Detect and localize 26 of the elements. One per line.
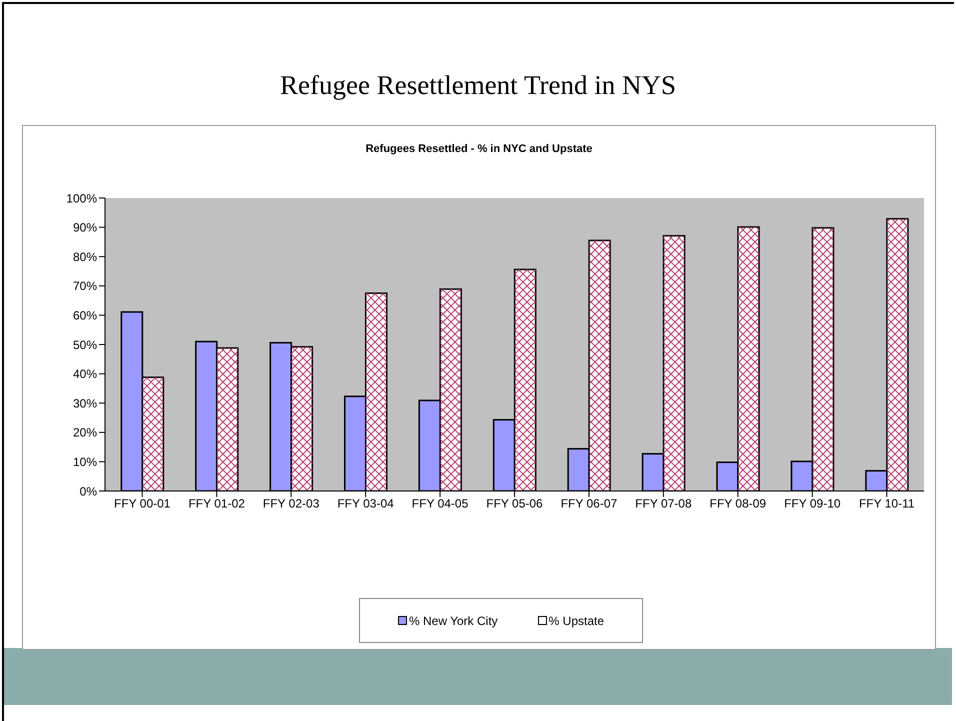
y-tick-label: 60% bbox=[72, 308, 98, 322]
x-tick-label: FFY 00-01 bbox=[114, 496, 171, 511]
chart-subtitle: Refugees Resettled - % in NYC and Upstate bbox=[364, 143, 594, 155]
x-tick-label: FFY 06-07 bbox=[560, 496, 618, 511]
x-tick-label: FFY 07-08 bbox=[635, 496, 692, 511]
x-tick-label: FFY 03-04 bbox=[337, 496, 394, 511]
y-tick-label: 10% bbox=[72, 454, 98, 469]
x-tick-label: FFY 05-06 bbox=[486, 496, 544, 511]
x-tick-label: FFY 08-09 bbox=[710, 496, 766, 511]
legend-label: % New York City bbox=[408, 614, 498, 628]
x-tick-label: FFY 09-10 bbox=[784, 496, 841, 511]
legend-label: % Upstate bbox=[548, 614, 604, 628]
y-tick-label: 20% bbox=[72, 426, 98, 440]
chart-title: Refugee Resettlement Trend in NYS bbox=[279, 70, 677, 101]
x-tick-label: FFY 04-05 bbox=[412, 496, 469, 511]
y-tick-label: 70% bbox=[72, 279, 98, 294]
y-tick-label: 50% bbox=[72, 338, 98, 352]
y-tick-label: 40% bbox=[72, 367, 98, 382]
x-tick-label: FFY 10-11 bbox=[858, 496, 915, 511]
y-tick-label: 80% bbox=[72, 250, 98, 264]
y-tick-label: 100% bbox=[66, 191, 98, 206]
y-tick-label: 30% bbox=[72, 396, 98, 410]
x-tick-label: FFY 01-02 bbox=[188, 496, 246, 511]
y-tick-label: 0% bbox=[80, 484, 98, 498]
x-tick-label: FFY 02-03 bbox=[262, 496, 320, 511]
y-tick-label: 90% bbox=[72, 220, 98, 235]
